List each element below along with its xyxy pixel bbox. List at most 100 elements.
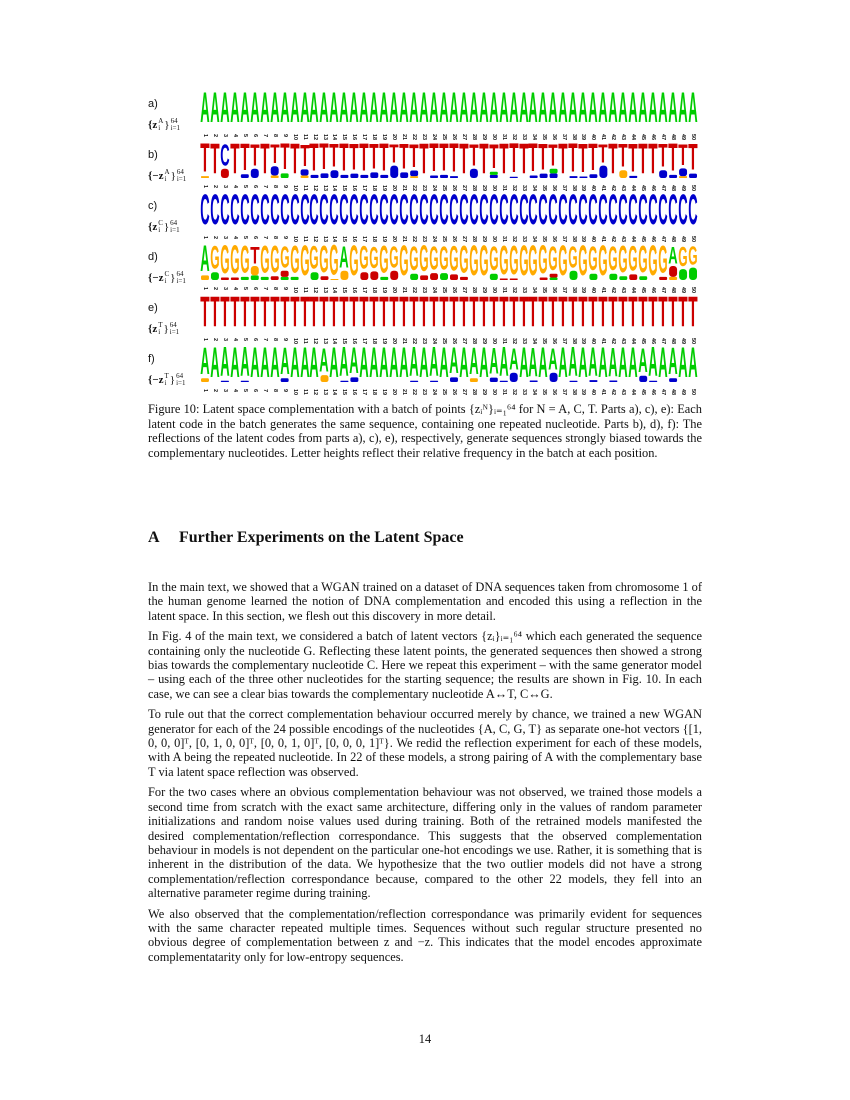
logo-letter-G: G bbox=[319, 241, 330, 284]
position-tick-label: 36 bbox=[550, 236, 557, 243]
position-tick-label: 34 bbox=[530, 389, 537, 396]
logo-letter-T: T bbox=[309, 291, 320, 339]
logo-letter-T: T bbox=[349, 139, 359, 181]
logo-letter-T: T bbox=[319, 291, 330, 339]
logo-letter-A: A bbox=[588, 342, 598, 388]
position-tick-label: 1 bbox=[201, 338, 208, 342]
math-sub: i bbox=[158, 124, 161, 132]
position-tick-label: 47 bbox=[660, 389, 667, 396]
logo-letter-G: G bbox=[439, 242, 449, 280]
logo-letter-A: A bbox=[349, 87, 359, 135]
logo-minor-letter-C bbox=[410, 380, 419, 382]
logo-letter-A: A bbox=[508, 87, 519, 135]
logo-letter-A: A bbox=[230, 342, 240, 390]
logo-letter-T: T bbox=[478, 291, 489, 339]
position-tick-label: 6 bbox=[251, 185, 258, 189]
logo-letter-T: T bbox=[439, 139, 449, 182]
section-body: In the main text, we showed that a WGAN … bbox=[148, 580, 702, 970]
logo-minor-letter-A bbox=[260, 276, 269, 280]
logo-letter-T: T bbox=[608, 138, 618, 186]
position-tick-label: 9 bbox=[281, 287, 288, 291]
logo-minor-letter-C bbox=[350, 173, 359, 178]
logo-letter-C: C bbox=[469, 189, 479, 237]
logo-minor-letter-T bbox=[220, 277, 229, 280]
logo-letter-A: A bbox=[200, 241, 210, 282]
logo-letter-C: C bbox=[449, 189, 459, 237]
logo-letter-A: A bbox=[379, 87, 389, 135]
logo-minor-letter-G bbox=[330, 279, 339, 280]
logo-letter-A: A bbox=[478, 87, 489, 135]
logo-letter-T: T bbox=[299, 291, 310, 339]
logo-letter-A: A bbox=[339, 87, 350, 135]
logo-letter-A: A bbox=[638, 87, 648, 135]
logo-minor-letter-C bbox=[589, 380, 598, 382]
logo-letter-T: T bbox=[389, 141, 399, 171]
logo-letter-C: C bbox=[608, 189, 618, 237]
logo-letter-A: A bbox=[399, 87, 409, 135]
logo-letter-A: A bbox=[230, 87, 240, 135]
logo-letter-A: A bbox=[658, 342, 668, 390]
logo-letter-A: A bbox=[558, 342, 568, 390]
logo-letter-T: T bbox=[578, 291, 588, 339]
logo-minor-letter-C bbox=[360, 174, 369, 178]
logo-minor-letter-T bbox=[459, 276, 468, 280]
position-tick-label: 36 bbox=[550, 338, 557, 345]
logo-letter-T: T bbox=[369, 139, 379, 179]
position-tick-label: 12 bbox=[311, 236, 318, 243]
position-tick-label: 8 bbox=[271, 236, 278, 240]
logo-letter-A: A bbox=[439, 342, 449, 390]
logo-minor-letter-A bbox=[240, 276, 249, 280]
position-tick-label: 49 bbox=[680, 134, 687, 141]
logo-letter-T: T bbox=[668, 139, 678, 182]
logo-letter-A: A bbox=[240, 342, 250, 389]
position-tick-label: 18 bbox=[371, 236, 378, 243]
position-tick-label: 8 bbox=[271, 389, 278, 393]
logo-letter-T: T bbox=[638, 138, 648, 186]
position-tick-label: 45 bbox=[640, 338, 647, 345]
panel-label: b) bbox=[148, 149, 158, 161]
logo-letter-C: C bbox=[508, 189, 519, 237]
logo-letter-A: A bbox=[488, 87, 499, 135]
position-tick-label: 5 bbox=[241, 389, 248, 393]
logo-minor-letter-G bbox=[619, 170, 628, 178]
position-tick-label: 4 bbox=[231, 236, 238, 240]
logo-letter-A: A bbox=[409, 342, 419, 389]
position-tick-label: 11 bbox=[301, 389, 308, 395]
math-limit-stack: 64 i=1 bbox=[176, 373, 185, 387]
logo-minor-letter-C bbox=[320, 173, 329, 178]
logo-letter-G: G bbox=[359, 242, 369, 279]
logo-letter-A: A bbox=[687, 342, 698, 390]
position-tick-label: 20 bbox=[391, 236, 398, 243]
logo-letter-G: G bbox=[478, 240, 489, 288]
position-tick-label: 4 bbox=[231, 338, 238, 342]
position-tick-label: 3 bbox=[221, 134, 228, 138]
position-tick-label: 24 bbox=[431, 236, 438, 243]
logo-letter-G: G bbox=[498, 240, 509, 286]
logo-letter-C: C bbox=[459, 189, 469, 237]
logo-minor-letter-C bbox=[220, 380, 229, 382]
position-tick-label: 22 bbox=[411, 236, 418, 243]
logo-minor-letter-C bbox=[450, 377, 458, 382]
logo-letter-G: G bbox=[688, 243, 698, 273]
logo-letter-T: T bbox=[598, 291, 608, 339]
logo-letter-A: A bbox=[279, 343, 290, 386]
position-tick-label: 5 bbox=[241, 338, 248, 342]
position-tick-label: 5 bbox=[241, 236, 248, 240]
logo-letter-C: C bbox=[668, 189, 678, 237]
logo-letter-G: G bbox=[678, 243, 688, 275]
logo-letter-C: C bbox=[259, 189, 270, 237]
logo-minor-letter-C bbox=[489, 377, 498, 382]
logo-minor-letter-A bbox=[589, 273, 598, 280]
math-limit-stack: 64 i=1 bbox=[170, 322, 179, 336]
position-tick-label: 8 bbox=[271, 134, 278, 138]
logo-minor-letter-A bbox=[569, 270, 578, 280]
position-tick-label: 30 bbox=[490, 389, 497, 396]
position-tick-label: 7 bbox=[261, 287, 268, 291]
panel-label: e) bbox=[148, 302, 158, 314]
